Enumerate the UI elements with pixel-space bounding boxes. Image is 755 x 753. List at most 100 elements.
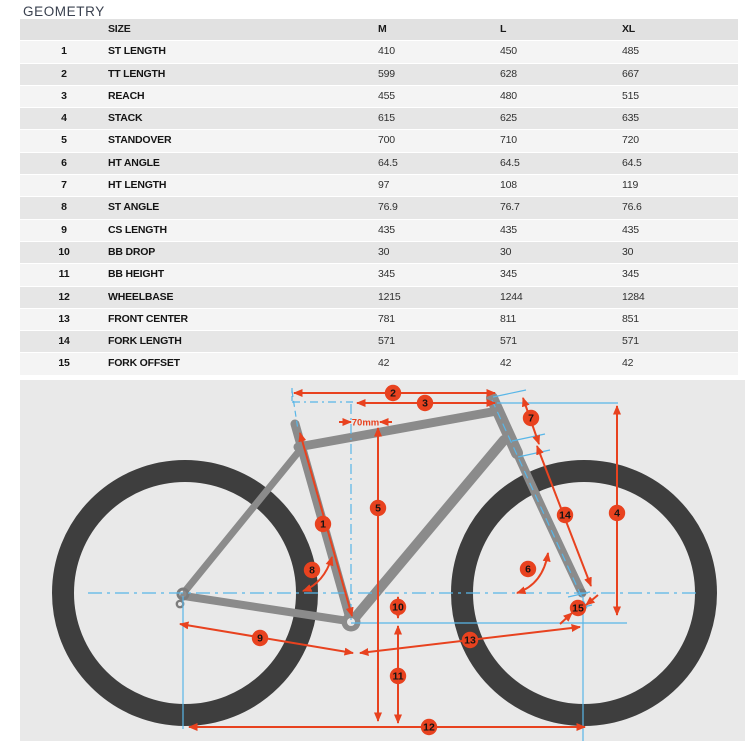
row-label: STACK (108, 112, 143, 125)
value-l: 625 (500, 112, 517, 125)
row-label: HT ANGLE (108, 156, 160, 169)
marker-circle (251, 629, 269, 647)
marker-number: 5 (375, 503, 381, 515)
table-row: 1 ST LENGTH 410 450 485 (20, 41, 738, 64)
dimension-marker-8: 8 (303, 561, 321, 579)
table-row: 2 TT LENGTH 599 628 667 (20, 63, 738, 86)
marker-circle (384, 384, 402, 402)
marker-circle (420, 718, 438, 736)
marker-circle (369, 499, 387, 517)
value-l: 435 (500, 223, 517, 236)
marker-number: 11 (392, 671, 403, 683)
value-m: 571 (378, 335, 395, 348)
marker-number: 13 (464, 635, 476, 647)
row-label: BB HEIGHT (108, 268, 164, 281)
dim-fork-offset-b (585, 594, 599, 606)
dim-fork-offset-a (559, 612, 573, 625)
dimension-marker-15: 15 (569, 599, 587, 617)
table-row: 15 FORK OFFSET 42 42 42 (20, 353, 738, 376)
row-label: ST ANGLE (108, 201, 160, 214)
dimension-marker-2: 2 (384, 384, 402, 402)
frame-fittings (175, 587, 587, 632)
header-cell-l: L (500, 23, 507, 35)
row-number: 6 (61, 156, 67, 169)
marker-circle (314, 515, 332, 533)
row-number: 4 (61, 112, 67, 125)
value-xl: 720 (622, 134, 639, 147)
header-cell-size: SIZE (108, 23, 131, 35)
chainstay (180, 592, 352, 625)
marker-circle (519, 560, 537, 578)
value-m: 615 (378, 112, 395, 125)
row-label: FRONT CENTER (108, 312, 188, 325)
row-number: 2 (61, 67, 67, 80)
marker-number: 14 (559, 510, 571, 522)
value-l: 480 (500, 89, 517, 102)
table-row: 7 HT LENGTH 97 108 119 (20, 175, 738, 198)
value-m: 1215 (378, 290, 401, 303)
headtube-top-tick (492, 389, 527, 398)
table-row: 5 STANDOVER 700 710 720 (20, 130, 738, 153)
row-label: REACH (108, 89, 145, 102)
top-tube (293, 406, 502, 452)
marker-number: 10 (392, 602, 404, 614)
row-number: 5 (61, 134, 67, 147)
table-row: 9 CS LENGTH 435 435 435 (20, 219, 738, 242)
value-m: 435 (378, 223, 395, 236)
table-row: 13 FRONT CENTER 781 811 851 (20, 308, 738, 332)
value-m: 410 (378, 45, 395, 58)
marker-number: 1 (320, 519, 326, 531)
row-label: STANDOVER (108, 134, 172, 147)
row-number: 13 (58, 312, 70, 325)
row-number: 1 (61, 45, 67, 58)
value-l: 30 (500, 245, 512, 258)
seatstay (182, 446, 304, 594)
value-m: 599 (378, 67, 395, 80)
value-l: 571 (500, 335, 517, 348)
construction-lines (88, 388, 698, 741)
row-label: CS LENGTH (108, 223, 167, 236)
value-m: 97 (378, 179, 390, 192)
table-header-row: SIZE M L XL (20, 19, 738, 42)
value-m: 42 (378, 357, 390, 370)
dimension-marker-9: 9 (251, 629, 269, 647)
marker-number: 7 (528, 413, 534, 425)
value-xl: 64.5 (622, 156, 642, 169)
row-number: 3 (61, 89, 67, 102)
geometry-diagram-panel: 70mm 1 2 3 4 5 6 7 8 9 10 11 12 13 14 15 (20, 380, 745, 741)
value-m: 76.9 (378, 201, 398, 214)
value-xl: 635 (622, 112, 639, 125)
value-l: 628 (500, 67, 517, 80)
header-cell-m: M (378, 23, 387, 35)
value-m: 700 (378, 134, 395, 147)
seat-axis-extension (291, 390, 299, 431)
dimension-marker-11: 11 (389, 667, 407, 685)
marker-number: 3 (422, 398, 428, 410)
value-m: 345 (378, 268, 395, 281)
page-title: GEOMETRY (23, 4, 105, 19)
geometry-table: SIZE M L XL 1 ST LENGTH 410 450 485 2 TT LENGT… (20, 19, 738, 376)
table-row: 14 FORK LENGTH 571 571 571 (20, 331, 738, 354)
table-row: 11 BB HEIGHT 345 345 345 (20, 264, 738, 287)
marker-number: 12 (423, 722, 435, 734)
row-number: 8 (61, 201, 67, 214)
row-label: TT LENGTH (108, 67, 166, 80)
value-xl: 851 (622, 312, 639, 325)
value-l: 42 (500, 357, 512, 370)
marker-circle (461, 631, 479, 649)
value-l: 64.5 (500, 156, 520, 169)
geometry-table-body: 1 ST LENGTH 410 450 485 2 TT LENGTH 599 628 667 3 R… (20, 41, 738, 376)
marker-circle (416, 394, 434, 412)
marker-number: 2 (390, 388, 396, 400)
table-row: 10 BB DROP 30 30 30 (20, 241, 738, 265)
marker-number: 15 (572, 603, 584, 615)
value-l: 76.7 (500, 201, 520, 214)
value-xl: 42 (622, 357, 634, 370)
marker-circle (303, 561, 321, 579)
header-cell-num (20, 19, 108, 40)
row-number: 10 (58, 245, 70, 258)
dimension-marker-10: 10 (389, 598, 407, 616)
value-m: 781 (378, 312, 395, 325)
